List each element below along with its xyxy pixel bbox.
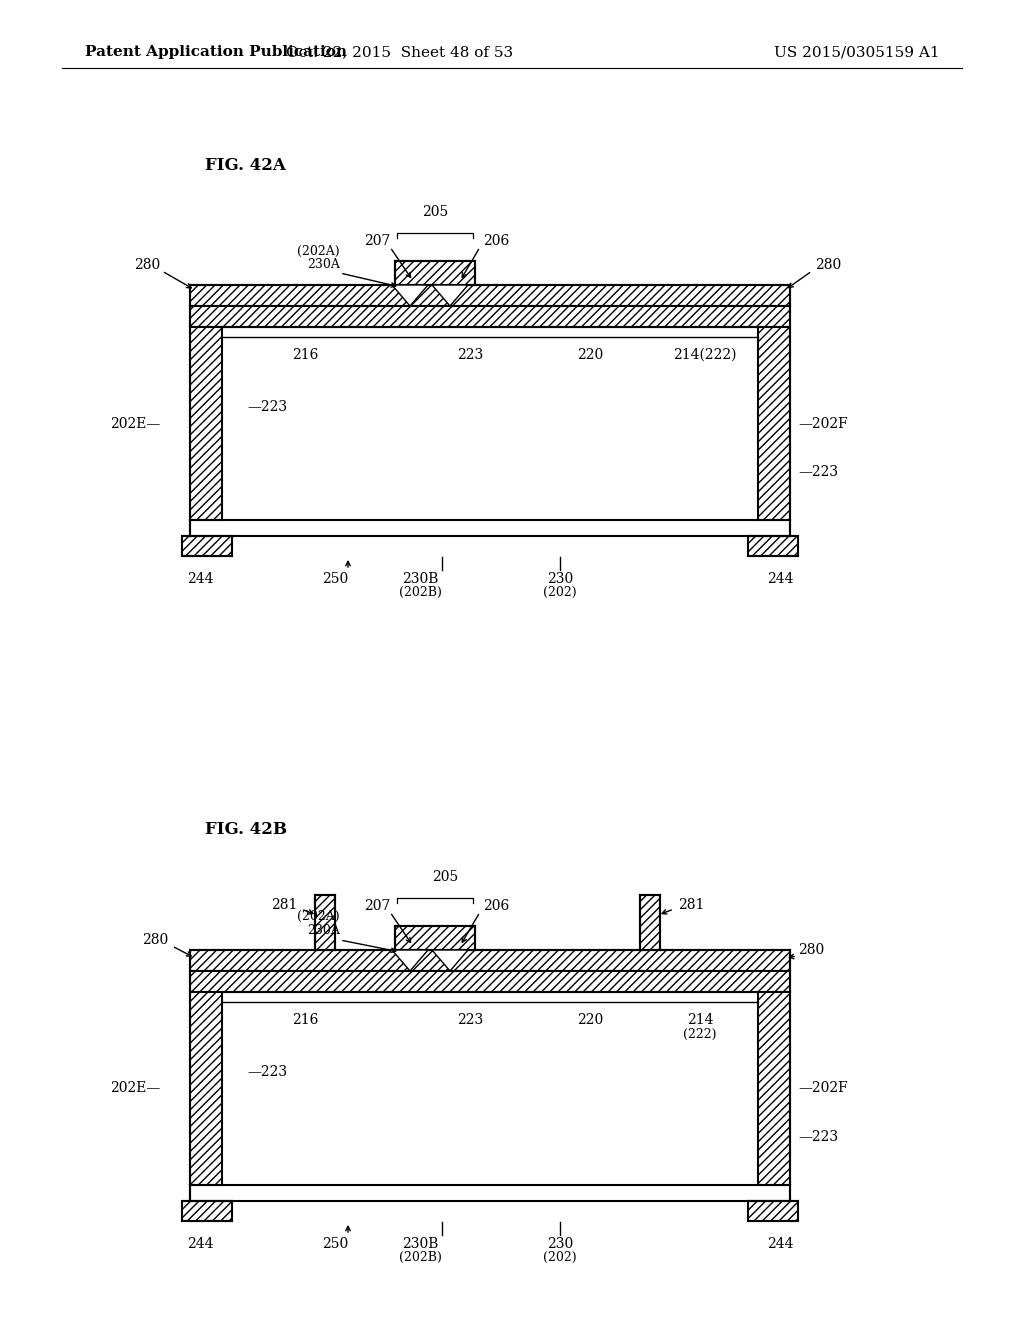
Text: 207: 207 (364, 899, 390, 913)
Polygon shape (432, 285, 468, 306)
Text: 244: 244 (186, 1237, 213, 1251)
Text: 206: 206 (483, 234, 509, 248)
Text: 207: 207 (364, 234, 390, 248)
Text: 244: 244 (767, 572, 794, 586)
Polygon shape (392, 285, 428, 306)
Text: (202B): (202B) (398, 586, 441, 599)
Text: FIG. 42A: FIG. 42A (205, 157, 286, 173)
Text: 223: 223 (457, 348, 483, 362)
Text: 205: 205 (432, 870, 458, 884)
Text: 230B: 230B (401, 572, 438, 586)
Polygon shape (432, 950, 468, 972)
Text: —223: —223 (798, 1130, 838, 1143)
Text: Oct. 22, 2015  Sheet 48 of 53: Oct. 22, 2015 Sheet 48 of 53 (287, 45, 514, 59)
Bar (748, 536, 798, 556)
Text: 250: 250 (322, 1237, 348, 1251)
Text: FIG. 42B: FIG. 42B (205, 821, 287, 838)
Text: (202B): (202B) (398, 1251, 441, 1265)
Text: 216: 216 (292, 348, 318, 362)
Text: (202A): (202A) (297, 909, 340, 923)
Bar (190, 993, 222, 1185)
Bar (315, 895, 335, 950)
Bar (395, 927, 475, 950)
Text: —223: —223 (798, 465, 838, 479)
Bar (182, 536, 232, 556)
Text: Patent Application Publication: Patent Application Publication (85, 45, 347, 59)
Text: 280: 280 (815, 257, 842, 272)
Text: 220: 220 (577, 1012, 603, 1027)
Bar (748, 1201, 798, 1221)
Text: (202): (202) (543, 586, 577, 599)
Text: 216: 216 (292, 1012, 318, 1027)
Bar (190, 950, 790, 972)
Text: 230: 230 (547, 572, 573, 586)
Polygon shape (392, 950, 428, 972)
Text: 244: 244 (767, 1237, 794, 1251)
Bar (190, 972, 790, 993)
Bar (395, 261, 475, 285)
Text: —223: —223 (247, 400, 287, 414)
Text: 281: 281 (678, 898, 705, 912)
Text: 280: 280 (798, 942, 824, 957)
Text: (222): (222) (683, 1027, 717, 1040)
Bar (190, 285, 790, 306)
Text: 214: 214 (687, 1012, 714, 1027)
Text: 202E—: 202E— (110, 1081, 160, 1096)
Text: 250: 250 (322, 572, 348, 586)
Bar (758, 993, 790, 1185)
Text: 214(222): 214(222) (673, 348, 736, 362)
Text: 230B: 230B (401, 1237, 438, 1251)
Bar (640, 895, 660, 950)
Text: 280: 280 (141, 933, 168, 946)
Text: 230A: 230A (307, 924, 340, 936)
Text: 244: 244 (186, 572, 213, 586)
Text: 281: 281 (270, 898, 297, 912)
Text: 220: 220 (577, 348, 603, 362)
Text: US 2015/0305159 A1: US 2015/0305159 A1 (774, 45, 940, 59)
Text: 280: 280 (134, 257, 160, 272)
Text: 205: 205 (422, 205, 449, 219)
Bar (758, 327, 790, 520)
Text: 202E—: 202E— (110, 417, 160, 430)
Text: 230: 230 (547, 1237, 573, 1251)
Bar (182, 1201, 232, 1221)
Text: (202): (202) (543, 1251, 577, 1265)
Text: 223: 223 (457, 1012, 483, 1027)
Text: —223: —223 (247, 1065, 287, 1078)
Text: 206: 206 (483, 899, 509, 913)
Bar (222, 993, 758, 1185)
Text: 230A: 230A (307, 259, 340, 272)
Text: —202F: —202F (798, 417, 848, 430)
Bar (222, 327, 758, 520)
Bar (190, 327, 222, 520)
Text: (202A): (202A) (297, 244, 340, 257)
Text: —202F: —202F (798, 1081, 848, 1096)
Bar (190, 306, 790, 327)
